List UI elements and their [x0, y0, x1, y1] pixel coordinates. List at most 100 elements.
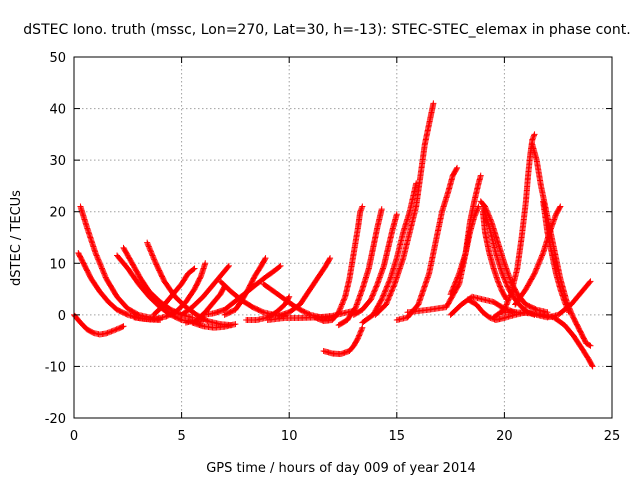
x-axis-label: GPS time / hours of day 009 of year 2014: [206, 461, 476, 476]
data-point: [569, 311, 576, 318]
data-point: [589, 363, 596, 370]
data-point: [202, 260, 209, 267]
data-point: [276, 263, 283, 270]
series-s38: [479, 208, 510, 303]
data-point: [486, 215, 493, 222]
data-point: [356, 331, 363, 338]
data-point: [473, 208, 480, 215]
series-s21: [335, 206, 385, 329]
data-point: [529, 135, 536, 142]
data-point: [358, 326, 365, 333]
data-point: [482, 203, 489, 210]
data-point: [473, 207, 480, 214]
data-point: [391, 282, 398, 289]
data-point: [386, 277, 393, 284]
data-point: [472, 210, 479, 217]
data-point: [487, 217, 494, 224]
grid-lines: [74, 57, 612, 418]
data-point: [111, 327, 118, 334]
data-point: [497, 284, 504, 291]
data-point: [448, 288, 455, 295]
data-point: [112, 326, 119, 333]
series-s1: [71, 311, 127, 338]
y-tick-label: 30: [49, 154, 66, 169]
data-point: [149, 251, 156, 258]
y-tick-label: 10: [49, 257, 66, 272]
data-point: [539, 252, 546, 259]
data-point: [120, 323, 127, 330]
data-point: [99, 266, 106, 273]
data-point: [335, 309, 342, 316]
data-point: [504, 282, 511, 289]
data-point: [380, 292, 387, 299]
data-point: [483, 207, 490, 214]
data-point: [451, 282, 458, 289]
data-point: [502, 295, 509, 302]
data-point: [383, 286, 390, 293]
series-s9: [178, 262, 232, 318]
y-tick-label: 50: [49, 51, 66, 66]
data-point: [502, 304, 509, 311]
data-point: [535, 260, 542, 267]
data-point: [454, 275, 461, 282]
y-tick-label: 20: [49, 206, 66, 221]
data-point: [338, 301, 345, 308]
data-point: [388, 288, 395, 295]
data-point: [587, 278, 594, 285]
data-point: [482, 204, 489, 211]
data-point: [500, 274, 507, 281]
data-point: [499, 270, 506, 277]
data-point: [556, 204, 563, 211]
data-point: [587, 342, 594, 349]
data-point: [92, 249, 99, 256]
data-point: [107, 328, 114, 335]
data-point: [385, 280, 392, 287]
data-point: [277, 262, 284, 269]
data-point: [381, 289, 388, 296]
data-point: [378, 296, 385, 303]
data-point: [532, 269, 539, 276]
data-point: [530, 133, 537, 140]
data-point: [371, 288, 378, 295]
series-s36: [512, 203, 564, 308]
data-point: [450, 284, 457, 291]
series-s5: [120, 244, 196, 321]
data-point: [371, 287, 378, 294]
data-point: [190, 266, 197, 273]
chart-title: dSTEC Iono. truth (mssc, Lon=270, Lat=30…: [23, 22, 630, 38]
data-point: [109, 327, 116, 334]
y-axis-label: dSTEC / TECUs: [9, 190, 24, 286]
series-s25: [393, 164, 461, 324]
data-point: [390, 283, 397, 290]
data-point: [370, 289, 377, 296]
data-point: [372, 284, 379, 291]
data-point: [485, 211, 492, 218]
data-point: [500, 273, 507, 280]
data-point: [565, 307, 572, 314]
data-point: [384, 282, 391, 289]
data-point: [494, 278, 501, 285]
data-point: [327, 255, 334, 262]
data-point: [564, 305, 571, 312]
y-tick-label: 40: [49, 103, 66, 118]
x-tick-label: 10: [281, 429, 298, 444]
data-point: [387, 291, 394, 298]
data-point: [531, 131, 538, 138]
data-point: [225, 262, 232, 269]
data-point: [535, 261, 542, 268]
data-point: [564, 306, 571, 313]
data-point: [100, 269, 107, 276]
data-point: [385, 296, 392, 303]
y-tick-label: -20: [45, 412, 66, 427]
data-point: [97, 262, 104, 269]
data-point: [454, 164, 461, 171]
data-point: [150, 255, 157, 262]
data-point: [530, 132, 537, 139]
data-point: [367, 296, 374, 303]
data-point: [336, 307, 343, 314]
data-point: [177, 316, 184, 323]
data-point: [147, 247, 154, 254]
data-point: [93, 252, 100, 259]
data-point: [108, 328, 115, 335]
